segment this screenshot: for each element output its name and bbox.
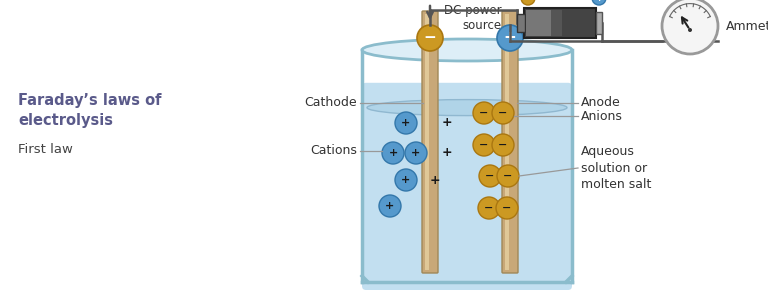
Text: +: + <box>442 147 452 160</box>
Text: +: + <box>389 148 398 158</box>
Circle shape <box>492 134 514 156</box>
Circle shape <box>473 102 495 124</box>
Circle shape <box>592 0 606 5</box>
Circle shape <box>405 142 427 164</box>
Circle shape <box>497 165 519 187</box>
Text: −: − <box>479 108 488 118</box>
FancyBboxPatch shape <box>362 83 572 290</box>
Text: +: + <box>402 175 411 185</box>
Text: Ammeter: Ammeter <box>726 19 768 33</box>
Text: Anode: Anode <box>581 96 621 110</box>
Text: +: + <box>594 0 604 3</box>
Text: Aqueous
solution or
molten salt: Aqueous solution or molten salt <box>581 144 651 192</box>
Ellipse shape <box>362 39 572 61</box>
Text: DC power
source: DC power source <box>445 4 502 32</box>
Text: −: − <box>498 140 508 150</box>
Text: −: − <box>498 108 508 118</box>
Text: +: + <box>412 148 421 158</box>
Circle shape <box>492 102 514 124</box>
Text: −: − <box>523 0 533 3</box>
Text: Cations: Cations <box>310 144 357 157</box>
Circle shape <box>395 112 417 134</box>
Text: −: − <box>424 30 436 46</box>
Bar <box>596 12 602 34</box>
Text: −: − <box>485 171 495 181</box>
Circle shape <box>417 25 443 51</box>
Text: −: − <box>502 203 511 213</box>
Text: Cathode: Cathode <box>304 96 357 110</box>
Circle shape <box>521 0 535 5</box>
Circle shape <box>662 0 718 54</box>
Ellipse shape <box>367 99 567 116</box>
Text: −: − <box>503 171 513 181</box>
Bar <box>517 14 525 32</box>
Circle shape <box>497 25 523 51</box>
Bar <box>425 14 429 270</box>
Circle shape <box>479 165 501 187</box>
Bar <box>526 10 551 36</box>
Bar <box>551 10 562 36</box>
Text: +: + <box>386 201 395 211</box>
FancyBboxPatch shape <box>422 11 438 273</box>
Text: Anions: Anions <box>581 110 623 123</box>
Circle shape <box>478 197 500 219</box>
Text: +: + <box>402 118 411 128</box>
Circle shape <box>379 195 401 217</box>
Circle shape <box>688 28 692 32</box>
Text: Faraday’s laws of
electrolysis: Faraday’s laws of electrolysis <box>18 93 161 128</box>
Text: −: − <box>479 140 488 150</box>
Circle shape <box>395 169 417 191</box>
Circle shape <box>382 142 404 164</box>
Text: −: − <box>485 203 494 213</box>
Circle shape <box>496 197 518 219</box>
FancyBboxPatch shape <box>502 11 518 273</box>
Bar <box>505 14 509 270</box>
Text: +: + <box>429 173 440 187</box>
Text: +: + <box>504 30 516 46</box>
Bar <box>524 8 596 38</box>
Text: First law: First law <box>18 143 73 156</box>
Text: +: + <box>442 116 452 129</box>
Circle shape <box>473 134 495 156</box>
